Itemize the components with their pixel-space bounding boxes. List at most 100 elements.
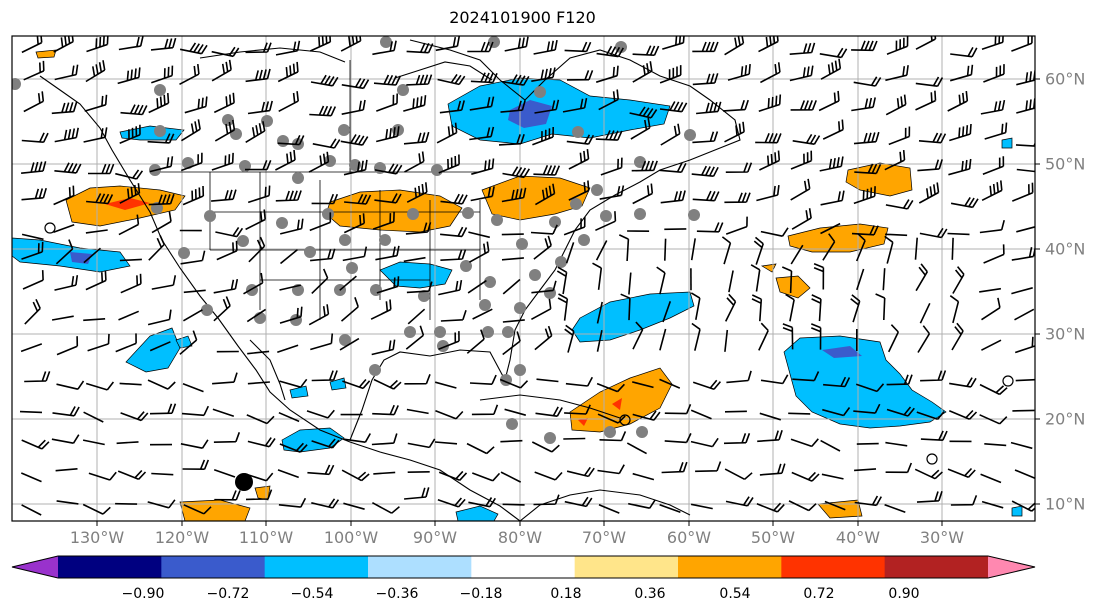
wind-barb xyxy=(309,36,332,52)
wind-barb xyxy=(55,239,74,265)
wind-barb xyxy=(950,495,978,506)
wind-barb xyxy=(213,468,236,478)
wind-barb xyxy=(247,350,270,355)
wind-barb xyxy=(534,325,553,351)
wind-barb xyxy=(374,163,403,175)
wind-barb xyxy=(566,70,594,81)
wind-barb xyxy=(1011,500,1035,512)
wind-barb xyxy=(851,225,879,236)
wind-barb xyxy=(690,409,712,420)
wind-barb xyxy=(820,58,842,80)
wind-barb xyxy=(440,309,467,322)
wind-barb xyxy=(343,502,365,510)
lon-label: 90°W xyxy=(412,528,458,547)
wind-barb xyxy=(247,437,276,448)
wind-barb xyxy=(147,379,176,390)
wind-barb xyxy=(632,45,660,56)
wind-barb xyxy=(371,433,398,446)
wind-barb xyxy=(692,41,719,53)
wind-barb xyxy=(823,376,851,388)
wind-barb xyxy=(277,344,299,353)
wind-barb xyxy=(822,119,844,140)
wind-barb xyxy=(184,96,208,114)
lon-label: 100°W xyxy=(323,528,379,547)
wind-barb xyxy=(947,467,976,479)
wind-barb xyxy=(979,414,1008,425)
wind-barb xyxy=(149,341,171,352)
negative-anomaly-region xyxy=(379,261,453,289)
wind-barb xyxy=(440,249,467,261)
wind-barb xyxy=(437,497,466,508)
lat-label: 50°N xyxy=(1045,154,1086,174)
wind-barb xyxy=(855,383,885,393)
wind-barb xyxy=(434,381,457,389)
wind-barb xyxy=(597,464,625,475)
wind-barb xyxy=(690,437,719,448)
wind-barb xyxy=(664,238,667,261)
wind-barb xyxy=(980,99,1006,115)
wind-barb xyxy=(53,36,74,53)
wind-barb xyxy=(628,499,656,509)
wind-barb xyxy=(247,381,270,385)
wind-barb xyxy=(216,240,238,261)
wind-barb xyxy=(983,64,1005,83)
wind-barb xyxy=(822,407,851,417)
wind-barb xyxy=(981,180,1003,202)
wind-barb xyxy=(725,496,754,507)
wind-barb xyxy=(723,99,749,112)
wind-barb xyxy=(247,185,271,204)
wind-barb xyxy=(213,432,241,443)
wind-barb xyxy=(82,439,105,446)
wind-barb xyxy=(245,121,266,143)
wind-barb xyxy=(917,159,943,172)
wind-barb xyxy=(306,409,335,419)
wind-barb xyxy=(918,132,947,144)
wind-barb xyxy=(371,339,396,356)
wind-barb xyxy=(54,275,79,291)
wind-barb xyxy=(500,471,522,483)
wind-barb xyxy=(20,472,42,483)
wind-barb xyxy=(83,411,104,423)
wind-barb xyxy=(245,160,272,171)
wind-barb xyxy=(373,74,402,86)
wind-barb xyxy=(180,152,203,172)
wind-barb xyxy=(179,330,198,355)
wind-barb xyxy=(120,273,142,294)
wind-barb xyxy=(312,138,341,149)
wind-barb xyxy=(557,293,569,321)
wind-barb xyxy=(469,241,490,263)
wind-barb xyxy=(373,378,402,390)
wind-barb xyxy=(342,246,368,262)
negative-anomaly-region xyxy=(571,291,695,343)
positive-core-region xyxy=(578,398,622,426)
wind-barb xyxy=(21,241,44,260)
wind-barb xyxy=(659,101,688,113)
wind-barb xyxy=(534,99,560,114)
wind-barb xyxy=(214,119,236,142)
wind-barb xyxy=(53,185,75,206)
positive-anomaly-region xyxy=(760,263,811,299)
wind-barb xyxy=(469,126,495,141)
wind-barb xyxy=(245,209,266,231)
wind-barb xyxy=(919,227,948,239)
wind-barb xyxy=(115,169,144,180)
wind-barb xyxy=(790,438,819,448)
wind-barb xyxy=(406,281,433,294)
wind-barb xyxy=(563,437,586,440)
wind-barb xyxy=(629,106,658,119)
wind-barb xyxy=(467,41,494,53)
wind-barb xyxy=(949,377,977,388)
wind-barb xyxy=(788,500,817,512)
wind-barb xyxy=(85,270,107,291)
negative-core-region xyxy=(822,346,862,358)
wind-barb xyxy=(820,222,841,235)
wind-barb xyxy=(404,374,431,385)
wind-barb xyxy=(885,462,913,474)
lon-label: 60°W xyxy=(666,528,712,547)
wind-barb xyxy=(83,127,108,143)
wind-barb xyxy=(342,378,371,390)
wind-barb xyxy=(564,496,593,508)
wind-barb xyxy=(692,190,720,202)
wind-barb xyxy=(403,256,426,263)
lat-label: 40°N xyxy=(1045,239,1086,259)
